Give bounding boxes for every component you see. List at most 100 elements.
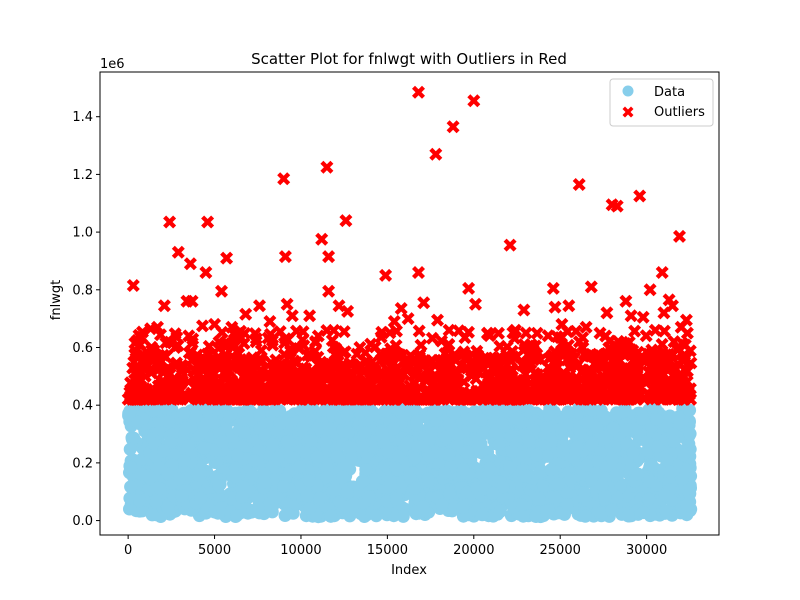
data-point [621, 509, 635, 523]
outlier-point [431, 313, 444, 327]
data-point [355, 474, 369, 488]
data-point [280, 435, 294, 449]
data-point [450, 437, 464, 451]
outlier-point [429, 147, 443, 161]
outlier-point [202, 339, 216, 353]
data-point [258, 475, 272, 489]
outlier-point [404, 349, 418, 363]
data-point [310, 450, 324, 464]
data-point [387, 422, 401, 436]
outlier-point [171, 245, 185, 259]
data-point [125, 432, 139, 446]
outlier-point [280, 392, 294, 406]
data-point [443, 486, 456, 500]
outlier-point [636, 310, 650, 324]
outlier-point [425, 331, 439, 345]
data-point [303, 502, 317, 515]
data-point [207, 416, 221, 430]
data-point [496, 480, 510, 494]
outlier-point [168, 372, 182, 386]
data-point [327, 483, 341, 497]
data-point [532, 492, 546, 506]
data-point [153, 482, 167, 495]
outlier-point [442, 323, 456, 337]
outlier-point [384, 342, 398, 356]
data-point [123, 442, 137, 456]
data-point [367, 408, 381, 422]
outlier-point [505, 344, 519, 358]
data-point [378, 404, 392, 418]
data-point [683, 427, 697, 441]
outlier-point [355, 392, 369, 406]
outlier-point [263, 315, 277, 328]
outlier-point [350, 380, 364, 394]
outlier-point [568, 391, 582, 405]
outlier-point [539, 385, 553, 399]
x-tick-label: 30000 [626, 543, 667, 558]
outlier-point [656, 361, 670, 375]
outlier-point [592, 375, 606, 389]
outlier-point [562, 299, 576, 313]
data-point [380, 494, 394, 508]
data-point [131, 415, 145, 429]
outlier-point [182, 329, 196, 343]
outlier-point [643, 283, 657, 297]
data-point [473, 445, 487, 459]
outlier-point [137, 383, 151, 397]
outlier-point [331, 371, 345, 385]
data-point [252, 501, 265, 515]
x-tick-label: 15000 [367, 543, 408, 558]
y-tick-label: 0.0 [72, 514, 93, 529]
data-point [677, 448, 691, 462]
y-axis: 0.0 0.2 0.4 0.6 0.8 1.0 1.2 1.4 [72, 110, 100, 529]
outlier-point [154, 328, 167, 342]
data-point [391, 402, 405, 416]
outlier-point [548, 300, 562, 314]
y-tick-label: 0.2 [72, 456, 93, 471]
data-point [124, 460, 138, 474]
outlier-point [486, 377, 499, 391]
outlier-point [253, 299, 266, 313]
outlier-point [140, 357, 153, 371]
outlier-point [289, 324, 303, 338]
y-tick-label: 0.4 [72, 399, 93, 414]
data-point [439, 430, 453, 444]
outlier-point [582, 363, 595, 377]
data-point [177, 454, 191, 468]
outlier-point [463, 386, 477, 399]
chart-title: Scatter Plot for fnlwgt with Outliers in… [251, 50, 567, 68]
data-point [503, 460, 517, 474]
data-point [221, 410, 235, 424]
data-point [368, 472, 382, 486]
outlier-point [281, 368, 295, 382]
outlier-point [662, 347, 676, 361]
outlier-point [292, 387, 306, 401]
outlier-point [529, 385, 543, 399]
outlier-point [546, 281, 560, 295]
legend-marker-outliers [622, 106, 634, 118]
data-point [540, 506, 554, 520]
outlier-point [633, 189, 647, 203]
data-point [539, 421, 553, 435]
data-point [340, 485, 354, 499]
data-point [609, 468, 623, 482]
outlier-point [307, 390, 320, 404]
outlier-point [132, 328, 146, 342]
data-point [671, 410, 685, 424]
data-point [516, 509, 530, 523]
outlier-point [325, 333, 339, 347]
outlier-point [307, 366, 321, 380]
x-tick-label: 20000 [453, 543, 494, 558]
outlier-point [655, 266, 669, 279]
outlier-point [408, 387, 422, 401]
outlier-point [447, 348, 461, 362]
outlier-point [462, 325, 475, 339]
outlier-point [508, 323, 522, 337]
data-point [570, 440, 584, 454]
data-point [133, 494, 147, 508]
outlier-point [157, 299, 171, 313]
data-point [345, 451, 358, 465]
outlier-point [339, 360, 353, 374]
data-point [181, 439, 195, 452]
